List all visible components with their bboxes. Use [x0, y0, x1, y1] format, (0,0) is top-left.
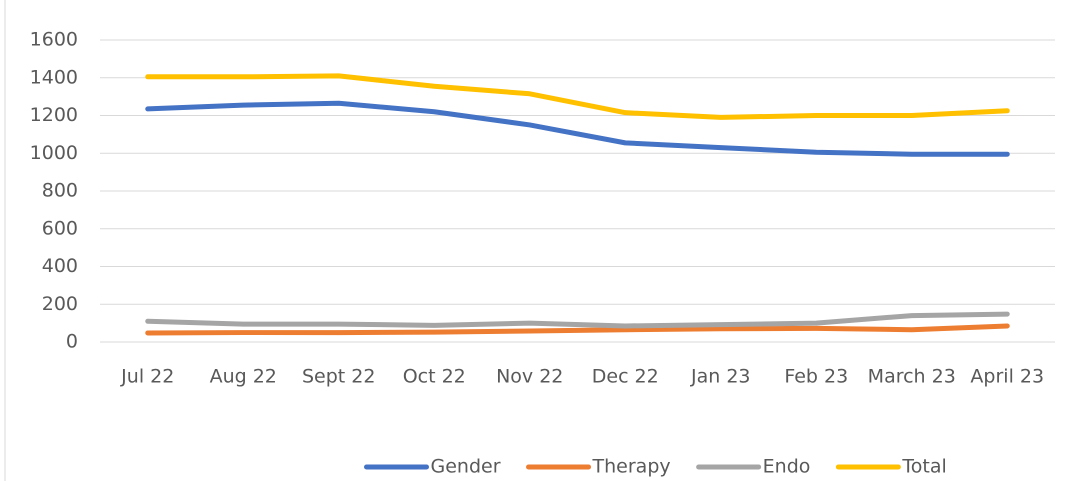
series-line: [145, 100, 1010, 157]
y-tick-label: 1600: [30, 29, 78, 51]
x-tick-label: March 23: [868, 366, 956, 388]
y-tick-label: 1400: [30, 66, 78, 88]
y-tick-label: 1200: [30, 104, 78, 126]
x-tick-label: April 23: [970, 366, 1044, 388]
legend-label: Gender: [431, 456, 501, 478]
legend-label: Therapy: [592, 456, 671, 478]
series-line: [145, 323, 1010, 336]
series-line: [145, 311, 1010, 329]
series-line: [145, 73, 1010, 120]
x-tick-label: Jan 23: [690, 366, 751, 388]
x-tick-label: Jul 22: [120, 366, 174, 388]
y-tick-label: 800: [42, 180, 78, 202]
y-tick-label: 600: [42, 217, 78, 239]
y-tick-label: 200: [42, 293, 78, 315]
x-tick-label: Feb 23: [784, 366, 848, 388]
y-tick-label: 0: [66, 331, 78, 353]
x-tick-label: Oct 22: [403, 366, 466, 388]
y-tick-label: 400: [42, 255, 78, 277]
x-tick-label: Dec 22: [592, 366, 659, 388]
x-tick-label: Sept 22: [302, 366, 375, 388]
x-tick-label: Nov 22: [496, 366, 563, 388]
legend-label: Total: [901, 456, 946, 478]
y-tick-label: 1000: [30, 142, 78, 164]
x-tick-label: Aug 22: [210, 366, 277, 388]
legend-label: Endo: [763, 456, 811, 478]
